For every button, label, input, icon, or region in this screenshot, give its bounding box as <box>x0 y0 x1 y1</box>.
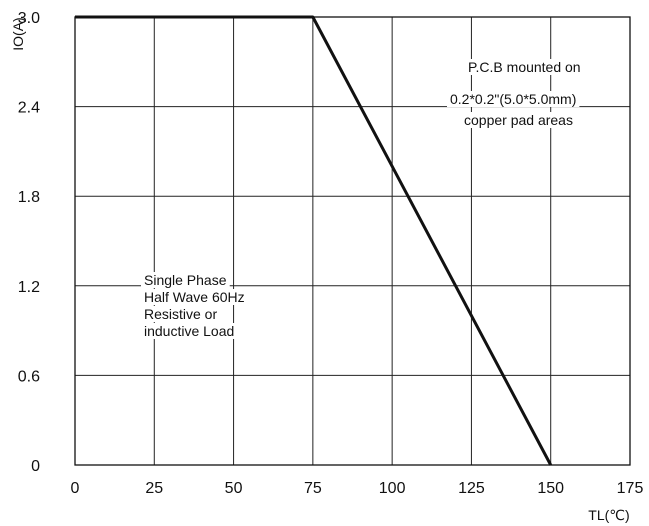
annotation-backdrop <box>141 272 230 288</box>
y-tick-label-4: 2.4 <box>18 100 40 117</box>
annotation-backdrop <box>141 289 248 305</box>
derating-curve-0 <box>75 15 553 466</box>
x-axis-label: TL(℃) <box>588 507 629 523</box>
y-tick-label-3: 1.8 <box>18 189 40 206</box>
load-note-line-0: Single Phase <box>144 272 227 288</box>
annotations: P.C.B mounted on 0.2*0.2"(5.0*5.0mm) coppe… <box>141 59 584 339</box>
pcb-note-line-1: 0.2*0.2"(5.0*5.0mm) <box>450 91 576 107</box>
grid-lines <box>74 16 631 466</box>
x-tick-label-2: 50 <box>225 480 243 497</box>
x-tick-label-4: 100 <box>379 480 406 497</box>
annotation-backdrop <box>141 323 238 339</box>
annotation-backdrop <box>461 112 576 128</box>
x-tick-label-5: 125 <box>458 480 485 497</box>
load-note-line-2: Resistive or <box>144 306 217 322</box>
x-tick-label-1: 25 <box>145 480 163 497</box>
y-tick-label-1: 0.6 <box>18 368 40 385</box>
pcb-note-line-2: copper pad areas <box>464 112 573 128</box>
y-axis-label: IO(A) <box>10 17 26 50</box>
pcb-mount-note: P.C.B mounted on 0.2*0.2"(5.0*5.0mm) coppe… <box>447 59 584 128</box>
y-tick-label-2: 1.2 <box>18 279 40 296</box>
annotation-backdrop <box>465 59 584 75</box>
x-tick-label-6: 150 <box>537 480 564 497</box>
y-tick-label-0: 0 <box>31 458 40 475</box>
pcb-note-line-0: P.C.B mounted on <box>468 59 581 75</box>
x-tick-label-0: 0 <box>71 480 80 497</box>
y-tick-labels: 0 0.6 1.2 1.8 2.4 3.0 <box>18 10 40 475</box>
x-tick-labels: 0 25 50 75 100 125 150 175 <box>71 480 644 497</box>
y-tick-label-5: 3.0 <box>18 10 40 27</box>
annotation-backdrop <box>447 91 580 107</box>
load-note-line-3: inductive Load <box>144 323 234 339</box>
series-layer <box>75 15 553 466</box>
plot-border <box>74 16 631 466</box>
plot-frame <box>74 16 631 466</box>
x-tick-label-3: 75 <box>304 480 322 497</box>
annotation-backdrop <box>141 306 221 322</box>
x-tick-label-7: 175 <box>617 480 644 497</box>
load-note-line-1: Half Wave 60Hz <box>144 289 245 305</box>
